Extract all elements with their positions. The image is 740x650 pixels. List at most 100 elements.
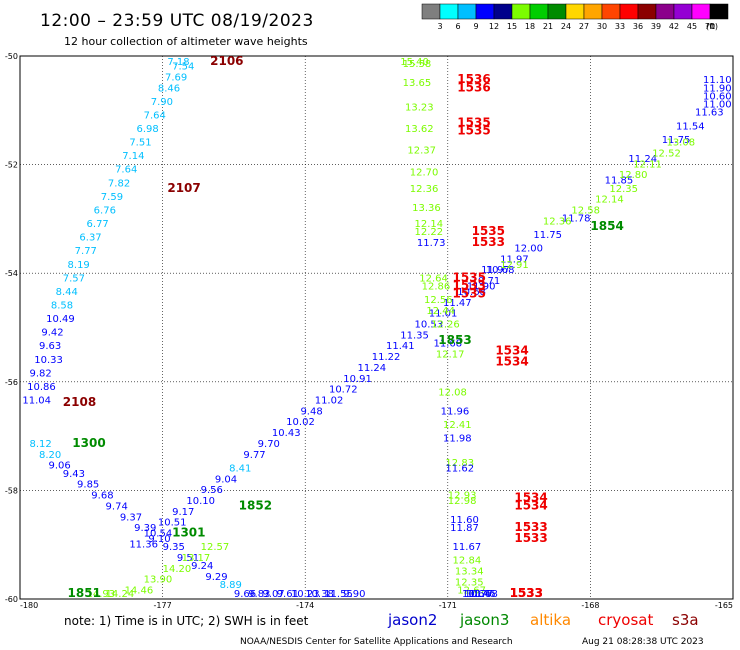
wave-height-label: 9.43 <box>63 469 85 480</box>
x-tick-label: -165 <box>715 601 733 610</box>
colorbar-swatch <box>619 3 639 20</box>
wave-height-label: 13.62 <box>405 124 434 135</box>
wave-height-label: 9.42 <box>41 328 63 339</box>
wave-height-label: 13.08 <box>666 138 695 149</box>
wave-height-label: 10.77 <box>464 589 493 600</box>
wave-height-label: 12.14 <box>415 219 444 230</box>
wave-height-label: 12.35 <box>609 184 638 195</box>
time-label: 1534 <box>514 490 547 504</box>
time-label: 1535 <box>457 116 490 130</box>
colorbar-tick-label: 18 <box>525 22 535 31</box>
time-label: 1533 <box>510 586 543 600</box>
colorbar-swatch <box>547 3 567 20</box>
wave-height-label: 13.34 <box>455 567 484 578</box>
wave-height-label: 12.17 <box>436 349 465 360</box>
colorbar-swatch <box>439 3 459 20</box>
footer-timestamp: Aug 21 08:28:38 UTC 2023 <box>582 637 704 647</box>
time-label: 1533 <box>510 586 543 600</box>
wave-height-label: 10.51 <box>158 518 187 529</box>
wave-height-label: 11.98 <box>443 434 472 445</box>
wave-height-label: 8.12 <box>30 439 52 450</box>
colorbar-tick-label: 36 <box>633 22 643 31</box>
colorbar-swatch <box>493 3 513 20</box>
wave-height-label: 12.26 <box>431 320 460 331</box>
satellite-legend-altika: altika <box>530 611 571 629</box>
colorbar-tick-label: 6 <box>455 22 460 31</box>
wave-height-label: 10.68 <box>457 287 486 298</box>
wave-height-label: 7.69 <box>165 72 187 83</box>
wave-height-label: 11.24 <box>357 363 386 374</box>
wave-height-label: 8.41 <box>229 463 251 474</box>
time-label: 1300 <box>72 436 105 450</box>
wave-height-label: 12.56 <box>424 295 453 306</box>
wave-height-label: 12.41 <box>443 420 472 431</box>
time-label: 1533 <box>514 531 547 545</box>
colorbar-tick-label: 3 <box>437 22 442 31</box>
colorbar-tick-label: 9 <box>473 22 478 31</box>
colorbar-swatch <box>691 3 711 20</box>
colorbar-tick-label: 70 <box>705 22 715 31</box>
colorbar-tick-label: 33 <box>615 22 625 31</box>
time-label: 2106 <box>210 54 243 68</box>
wave-height-label: 9.90 <box>343 589 365 600</box>
colorbar-swatch <box>457 3 477 20</box>
y-tick-label: -56 <box>5 378 18 387</box>
colorbar-swatch <box>583 3 603 20</box>
wave-height-label: 6.77 <box>87 219 109 230</box>
time-label: 1535 <box>472 224 505 238</box>
wave-height-label: 12.44 <box>426 306 455 317</box>
wave-height-label: 9.37 <box>120 512 142 523</box>
wave-height-label: 13.23 <box>405 102 434 113</box>
wave-height-label: 10.54 <box>144 529 173 540</box>
wave-height-label: 8.58 <box>51 300 73 311</box>
wave-height-label: 11.60 <box>450 515 479 526</box>
wave-height-label: 10.43 <box>272 428 301 439</box>
wave-height-label: 9.83 <box>248 589 270 600</box>
wave-height-label: 10.02 <box>286 417 315 428</box>
wave-height-label: 11.96 <box>441 406 470 417</box>
wave-height-label: 9.29 <box>205 572 227 583</box>
y-tick-label: -52 <box>5 161 18 170</box>
wave-height-label: 14.20 <box>163 564 192 575</box>
wave-height-label: 12.00 <box>514 243 543 254</box>
wave-height-label: 12.80 <box>619 170 648 181</box>
colorbar-unit: (ft) <box>706 22 718 31</box>
wave-height-label: 11.35 <box>400 330 429 341</box>
x-tick-label: -180 <box>20 601 38 610</box>
colorbar-tick-label: 42 <box>669 22 679 31</box>
colorbar-swatch <box>709 3 729 20</box>
wave-height-label: 12.86 <box>422 281 451 292</box>
colorbar-tick-label: 15 <box>507 22 517 31</box>
wave-height-label: 8.89 <box>220 580 242 591</box>
wave-height-label: 11.97 <box>481 265 510 276</box>
x-tick-label: -171 <box>439 601 457 610</box>
time-label: 1535 <box>457 124 490 138</box>
wave-height-label: 11.68 <box>469 589 498 600</box>
wave-height-label: 11.87 <box>450 523 479 534</box>
wave-height-label: 10.72 <box>329 385 358 396</box>
colorbar-tick-label: 24 <box>561 22 571 31</box>
wave-height-label: 9.35 <box>163 542 185 553</box>
time-label: 1534 <box>495 344 528 358</box>
wave-height-label: 10.91 <box>343 374 372 385</box>
wave-height-label: 12.35 <box>455 577 484 588</box>
wave-height-label: 9.10 <box>148 534 170 545</box>
wave-height-label: 13.65 <box>403 78 432 89</box>
colorbar-tick-label: 27 <box>579 22 589 31</box>
wave-height-label: 11.63 <box>695 108 724 119</box>
wave-height-label: 9.74 <box>106 501 128 512</box>
wave-height-label: 11.55 <box>324 589 353 600</box>
time-label: 1534 <box>514 498 547 512</box>
time-label: 1534 <box>495 355 528 369</box>
wave-height-label: 14.46 <box>125 586 154 597</box>
colorbar-swatch <box>475 3 495 20</box>
wave-height-label: 13.90 <box>144 575 173 586</box>
wave-height-label: 10.71 <box>472 276 501 287</box>
wave-height-label: 8.46 <box>158 83 180 94</box>
satellite-legend-jason3: jason3 <box>459 611 509 629</box>
chart-title: 12:00 – 23:59 UTC 08/19/2023 <box>40 11 314 31</box>
wave-height-label: 15.40 <box>400 57 429 68</box>
colorbar-swatch <box>601 3 621 20</box>
colorbar-swatch <box>529 3 549 20</box>
colorbar-swatch <box>565 3 585 20</box>
